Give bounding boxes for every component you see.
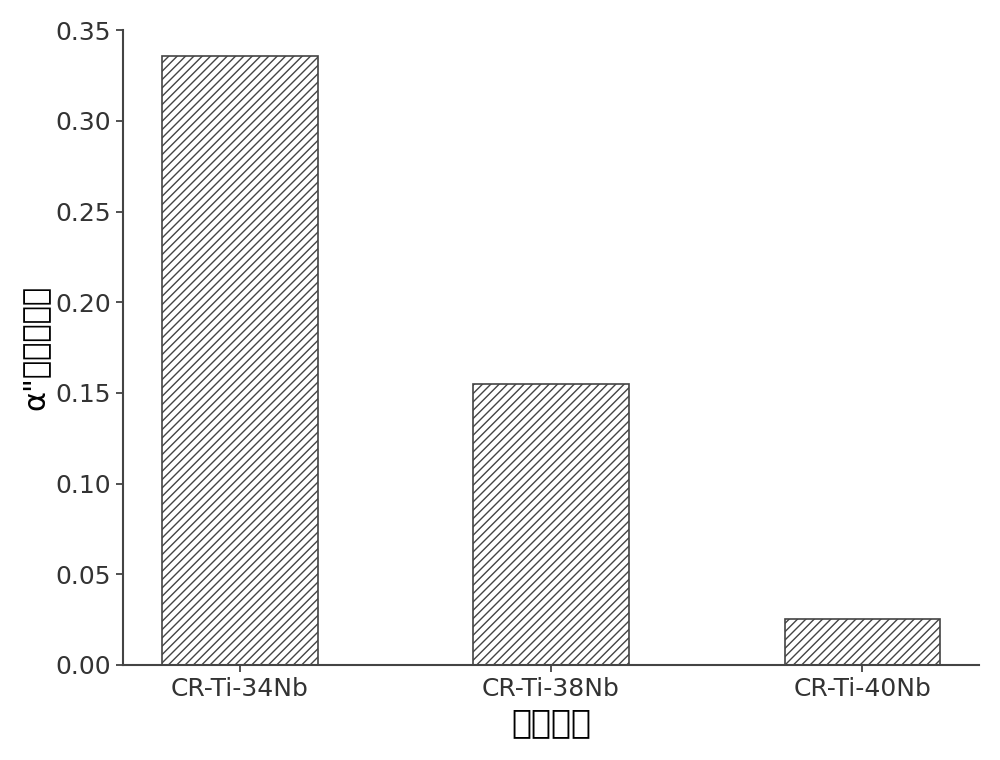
Bar xyxy=(162,55,318,665)
Bar xyxy=(473,384,629,665)
Y-axis label: α"相体积分数: α"相体积分数 xyxy=(21,285,50,410)
Bar xyxy=(785,619,940,665)
X-axis label: 三种合金: 三种合金 xyxy=(511,706,591,739)
